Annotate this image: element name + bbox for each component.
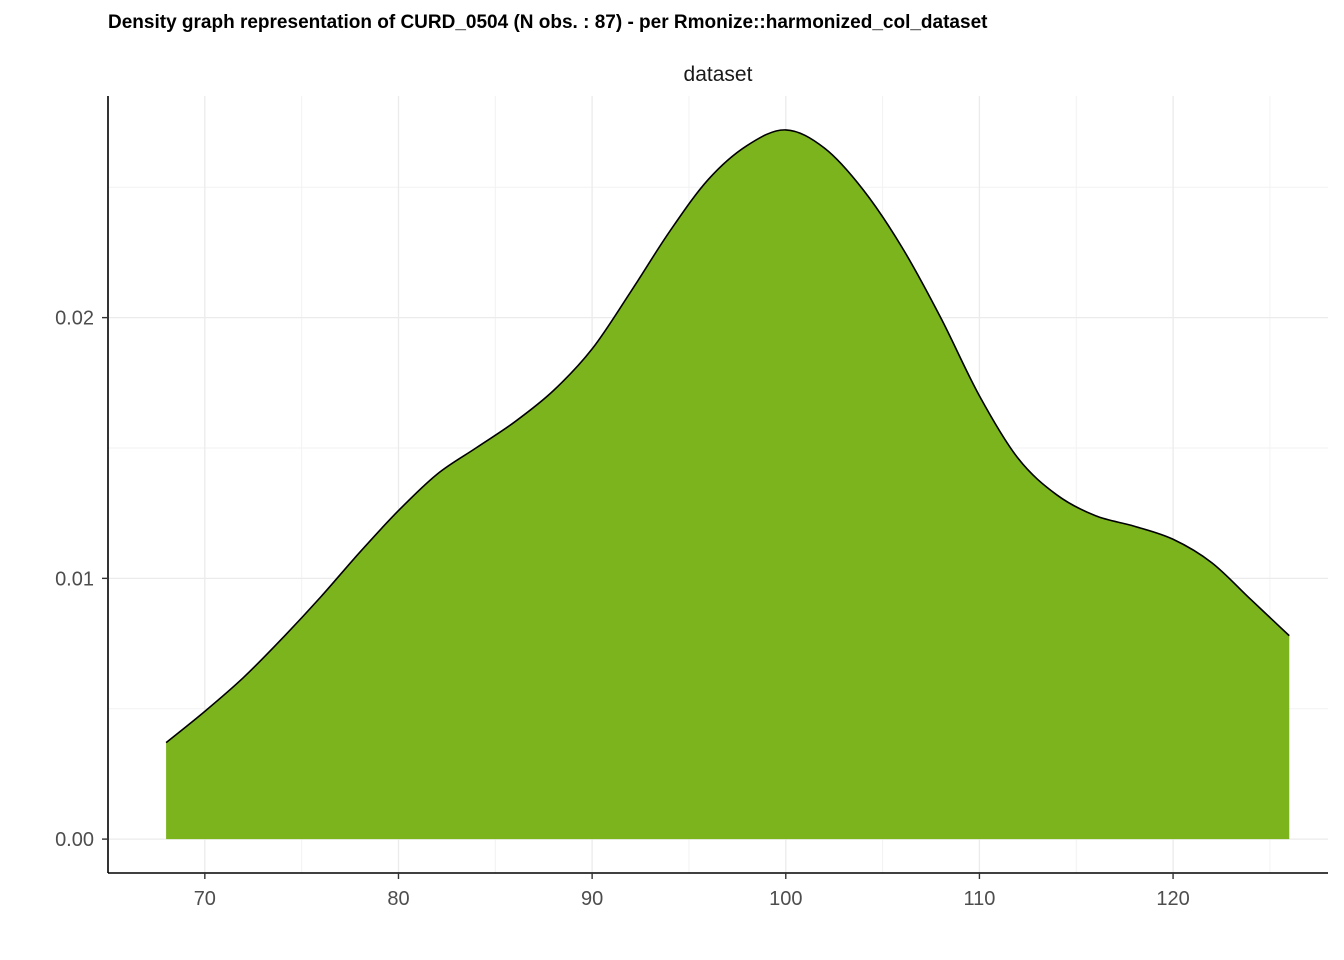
density-area <box>166 129 1290 840</box>
x-axis-ticks: 70 80 90 100 110 120 <box>194 873 1190 910</box>
y-axis-ticks: 0.00 0.01 0.02 <box>55 308 108 851</box>
y-tick-label: 0.00 <box>55 829 94 851</box>
chart-title: Density graph representation of CURD_050… <box>108 12 988 33</box>
y-tick-label: 0.01 <box>55 568 94 590</box>
y-tick-label: 0.02 <box>55 308 94 330</box>
x-tick-label: 110 <box>963 888 995 910</box>
density-area-layer <box>165 129 1290 840</box>
x-tick-label: 80 <box>387 888 409 910</box>
density-line <box>165 129 1290 744</box>
x-tick-label: 70 <box>194 888 216 910</box>
axes <box>107 96 1328 874</box>
x-tick-label: 100 <box>769 888 802 910</box>
facet-strip-label: dataset <box>684 63 753 86</box>
x-tick-label: 90 <box>581 888 603 910</box>
x-tick-label: 120 <box>1156 888 1189 910</box>
